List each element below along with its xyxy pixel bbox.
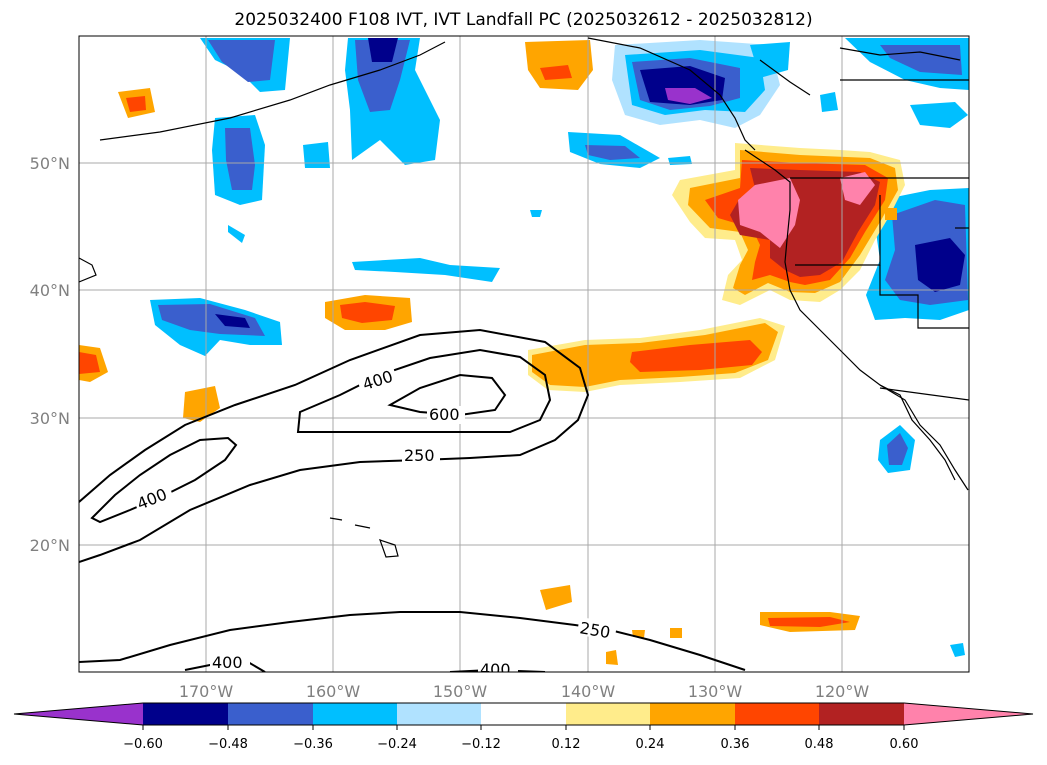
colorbar-tick-label: 0.60: [890, 737, 919, 752]
colorbar-tick-label: 0.12: [552, 737, 581, 752]
ivt-contours: [79, 328, 746, 672]
positive-band-south-core: [768, 617, 850, 627]
contour-label: 400: [480, 660, 511, 679]
positive-region-central-core: [340, 302, 395, 323]
colorbar-segment: [735, 703, 819, 725]
positive-region-north: [525, 40, 593, 90]
negative-region-baja-core: [887, 433, 908, 465]
lat-label: 40°N: [30, 281, 70, 300]
colorbar-tick-label: −0.12: [461, 737, 501, 752]
colorbar-tick-label: 0.48: [805, 737, 834, 752]
contour-label: 250: [404, 446, 435, 465]
negative-region-aleutian-peak: [368, 38, 398, 62]
lat-label: 20°N: [30, 536, 70, 555]
negative-small: [303, 142, 330, 168]
positive-small: [540, 585, 572, 610]
contour-250: [79, 328, 590, 563]
positive-small: [606, 650, 618, 665]
positive-region-north-core: [540, 65, 572, 80]
negative-small: [820, 92, 838, 112]
negative-small: [910, 102, 968, 128]
lon-label: 150°W: [433, 682, 488, 701]
colorbar-segment: [228, 703, 313, 725]
colorbar-tick-label: −0.48: [208, 737, 248, 752]
latitude-labels: 50°N 40°N 30°N 20°N: [30, 154, 70, 555]
negative-region-central-core: [158, 304, 265, 336]
negative-small: [950, 643, 965, 657]
colorbar-tick-label: −0.60: [123, 737, 163, 752]
colorbar-tick-label: −0.36: [293, 737, 333, 752]
positive-small-core: [126, 96, 146, 112]
positive-region-pnw-peak2: [840, 172, 875, 205]
negative-region-ne-core: [880, 45, 962, 75]
positive-region-pnw-peak: [738, 178, 800, 248]
positive-small: [183, 386, 220, 422]
negative-small: [530, 210, 542, 217]
negative-region-inland-peak: [915, 238, 965, 292]
contour-labels: 400 600 250 400 250 400 400: [132, 364, 618, 679]
contour-400-b: [90, 436, 238, 524]
lon-label: 140°W: [561, 682, 616, 701]
lon-label: 160°W: [306, 682, 361, 701]
negative-region-central-peak: [215, 314, 250, 328]
colorbar-segment: [819, 703, 904, 725]
colorbar: −0.60 −0.48 −0.36 −0.24 −0.12 0.12 0.24 …: [13, 702, 1034, 752]
contour-label: 400: [212, 653, 243, 672]
colorbar-tick-label: 0.24: [636, 737, 665, 752]
negative-region-mid-core: [585, 145, 640, 160]
negative-band: [352, 258, 500, 282]
colorbar-segment: [904, 703, 1033, 725]
positive-small: [670, 628, 682, 638]
colorbar-segment: [566, 703, 650, 725]
negative-region-nw-core: [208, 40, 275, 82]
map-frame: [78, 35, 970, 673]
negative-small: [750, 42, 790, 78]
longitude-labels: 170°W 160°W 150°W 140°W 130°W 120°W: [179, 682, 870, 701]
negative-region-west-core: [225, 128, 255, 190]
lon-label: 170°W: [179, 682, 234, 701]
positive-band-l3: [630, 340, 762, 372]
colorbar-segment: [650, 703, 735, 725]
colorbar-segment: [313, 703, 397, 725]
colorbar-segment: [397, 703, 481, 725]
contour-label: 600: [429, 405, 460, 424]
colorbar-segment: [14, 703, 143, 725]
lon-label: 130°W: [688, 682, 743, 701]
map-background: [79, 36, 969, 672]
coastlines: [79, 37, 969, 558]
negative-small: [228, 225, 245, 243]
colorbar-tick-label: −0.24: [377, 737, 417, 752]
contour-250-south: [79, 611, 746, 671]
colorbar-segment: [143, 703, 228, 725]
colorbar-segment: [481, 703, 566, 725]
positive-small: [885, 208, 897, 220]
negative-region-aleutian-core: [355, 40, 410, 112]
lat-label: 50°N: [30, 154, 70, 173]
negative-extreme: [665, 88, 712, 104]
positive-edge-west-core: [79, 352, 100, 374]
contour-400-a: [296, 348, 552, 433]
colorbar-tick-label: 0.36: [721, 737, 750, 752]
lat-label: 30°N: [30, 409, 70, 428]
map-title: 2025032400 F108 IVT, IVT Landfall PC (20…: [234, 10, 813, 30]
map-panel: 400 600 250 400 250 400 400: [78, 35, 970, 679]
lon-label: 120°W: [815, 682, 870, 701]
